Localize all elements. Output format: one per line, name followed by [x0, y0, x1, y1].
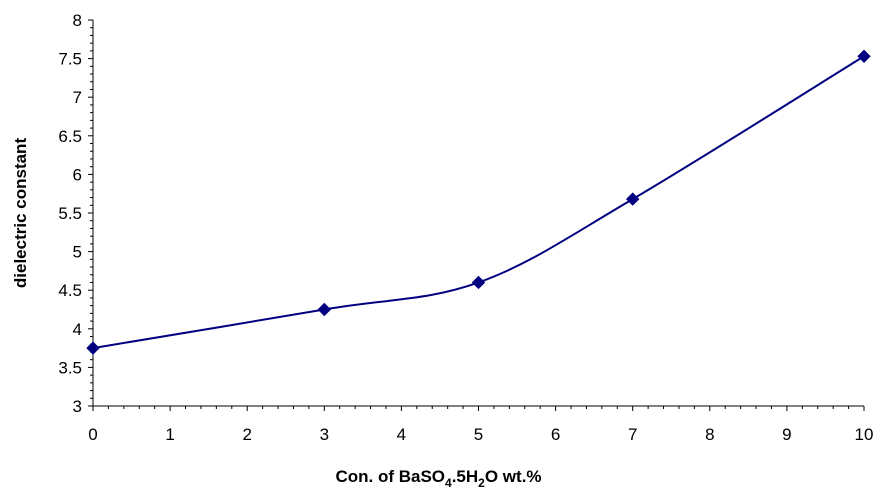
y-tick-label: 6.5 — [58, 127, 82, 146]
plot-area — [86, 49, 871, 355]
x-axis-title: Con. of BaSO4.5H2O wt.% — [335, 467, 541, 490]
ticks: 3 3.5 4 4.5 5 5.5 6 6.5 7 7.5 8 0 1 2 3 4 5 6 7 8 9 10 — [58, 11, 873, 444]
x-tick-label: 2 — [242, 425, 251, 444]
y-tick-label: 3 — [73, 397, 82, 416]
x-tick-label: 3 — [320, 425, 329, 444]
y-tick-label: 6 — [73, 165, 82, 184]
y-tick-label: 7.5 — [58, 50, 82, 69]
y-tick-label: 3.5 — [58, 358, 82, 377]
data-point-marker — [471, 275, 486, 290]
axes — [92, 20, 864, 407]
x-tick-label: 1 — [165, 425, 174, 444]
y-tick-label: 4.5 — [58, 281, 82, 300]
data-point-marker — [625, 192, 640, 206]
data-point-marker — [86, 341, 100, 355]
y-tick-label: 5.5 — [58, 204, 82, 223]
y-tick-label: 5 — [73, 243, 82, 262]
data-point-marker — [857, 49, 871, 63]
x-axis-title-subscript: 4 — [445, 476, 452, 490]
series-line — [92, 55, 865, 350]
x-tick-label: 10 — [855, 425, 874, 444]
x-tick-label: 6 — [551, 425, 560, 444]
x-tick-label: 9 — [782, 425, 791, 444]
x-axis-title-part: O wt.% — [485, 467, 542, 486]
x-tick-label: 8 — [705, 425, 714, 444]
y-tick-label: 8 — [73, 11, 82, 30]
data-point-marker — [317, 302, 332, 317]
x-tick-label: 5 — [474, 425, 483, 444]
y-tick-label: 7 — [73, 88, 82, 107]
x-axis-title-part: Con. of BaSO — [335, 467, 445, 486]
x-axis-title-part: .5H — [452, 467, 478, 486]
x-tick-label: 7 — [628, 425, 637, 444]
y-tick-label: 4 — [73, 320, 82, 339]
x-tick-label: 4 — [397, 425, 406, 444]
x-tick-label: 0 — [88, 425, 97, 444]
y-axis-title: dielectric constant — [11, 138, 30, 289]
x-axis-title-subscript: 2 — [478, 476, 485, 490]
